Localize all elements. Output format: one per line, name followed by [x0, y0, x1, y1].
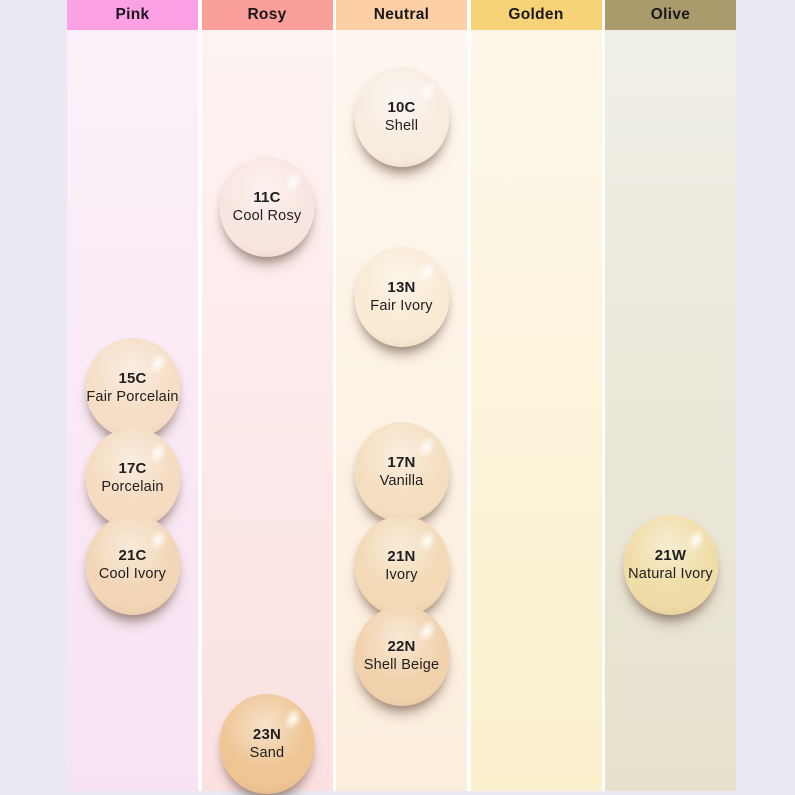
shade-label: 22N Shell Beige	[364, 637, 440, 675]
shade-label: 21C Cool Ivory	[99, 546, 166, 584]
shade-code: 17C	[118, 459, 147, 477]
shade-label: 17C Porcelain	[101, 459, 163, 497]
column-header-label: Pink	[115, 6, 150, 23]
shade-name: Vanilla	[379, 473, 424, 490]
shade-code: 21W	[654, 546, 687, 564]
shade-swatch-21w[interactable]: 21W Natural Ivory	[623, 515, 718, 615]
shade-name: Fair Porcelain	[86, 389, 179, 406]
shade-name: Shell Beige	[363, 657, 440, 674]
undertone-column-rosy: Rosy 11C Cool Rosy 23N Sand	[201, 0, 333, 794]
shade-swatch-23n[interactable]: 23N Sand	[219, 694, 315, 794]
shade-swatch-15c[interactable]: 15C Fair Porcelain	[85, 338, 180, 438]
shade-swatch-21c[interactable]: 21C Cool Ivory	[85, 515, 180, 615]
shade-label: 15C Fair Porcelain	[86, 369, 178, 407]
undertone-columns: Pink 15C Fair Porcelain 17C Porcelain 21C Cool…	[67, 0, 736, 794]
shade-code: 21N	[387, 547, 416, 565]
column-header-label: Rosy	[247, 6, 287, 23]
column-header-olive: Olive	[605, 0, 736, 30]
shade-name: Ivory	[385, 567, 418, 584]
shade-code: 15C	[118, 369, 147, 387]
column-header-pink: Pink	[67, 0, 198, 30]
shade-swatch-10c[interactable]: 10C Shell	[354, 67, 449, 167]
undertone-column-pink: Pink 15C Fair Porcelain 17C Porcelain 21C Cool…	[67, 0, 198, 791]
shade-code: 17N	[387, 453, 416, 471]
shade-name: Cool Rosy	[232, 208, 302, 225]
column-header-neutral: Neutral	[336, 0, 467, 30]
shade-name: Porcelain	[101, 479, 164, 496]
shade-swatch-13n[interactable]: 13N Fair Ivory	[354, 247, 449, 347]
undertone-column-olive: Olive 21W Natural Ivory	[605, 0, 736, 791]
undertone-column-neutral: Neutral 10C Shell 13N Fair Ivory 17N Vanilla 21…	[336, 0, 467, 791]
shade-label: 17N Vanilla	[380, 453, 424, 491]
column-header-golden: Golden	[470, 0, 602, 30]
column-header-label: Neutral	[373, 6, 430, 23]
shade-name: Sand	[249, 745, 285, 762]
shade-name: Natural Ivory	[628, 566, 713, 583]
column-header-label: Golden	[508, 6, 564, 23]
shade-code: 21C	[118, 546, 147, 564]
shade-code: 22N	[387, 637, 416, 655]
column-header-label: Olive	[650, 6, 691, 23]
shade-label: 10C Shell	[385, 98, 418, 136]
shade-swatch-17c[interactable]: 17C Porcelain	[85, 428, 180, 528]
column-header-rosy: Rosy	[201, 0, 333, 30]
shade-swatch-17n[interactable]: 17N Vanilla	[354, 422, 449, 522]
shade-code: 23N	[252, 725, 282, 743]
shade-swatch-11c[interactable]: 11C Cool Rosy	[219, 157, 315, 257]
shade-label: 13N Fair Ivory	[370, 278, 432, 316]
shade-name: Shell	[384, 118, 419, 135]
shade-name: Fair Ivory	[370, 298, 433, 315]
shade-name: Cool Ivory	[98, 566, 167, 583]
shade-code: 13N	[387, 278, 416, 296]
shade-code: 10C	[387, 98, 416, 116]
shade-swatch-22n[interactable]: 22N Shell Beige	[354, 606, 449, 706]
shade-swatch-21n[interactable]: 21N Ivory	[354, 516, 449, 616]
shade-label: 23N Sand	[250, 725, 285, 763]
undertone-column-golden: Golden	[470, 0, 602, 791]
shade-code: 11C	[253, 188, 281, 206]
shade-label: 21W Natural Ivory	[628, 546, 713, 584]
shade-label: 11C Cool Rosy	[233, 188, 302, 226]
shade-label: 21N Ivory	[385, 547, 417, 585]
